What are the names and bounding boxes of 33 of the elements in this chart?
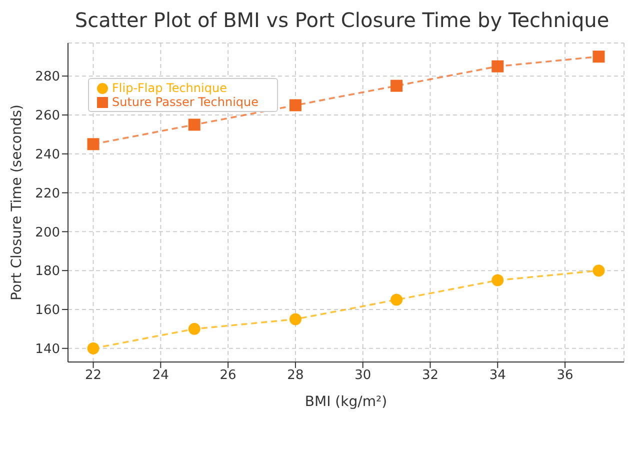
y-tick-label: 280 — [35, 70, 60, 85]
y-tick-label: 260 — [35, 108, 60, 124]
point — [188, 322, 200, 335]
point — [592, 264, 605, 277]
point — [492, 274, 504, 286]
point — [87, 342, 100, 354]
y-tick-label: 240 — [35, 147, 60, 162]
x-tick-label: 28 — [287, 368, 304, 384]
chart-title: Scatter Plot of BMI vs Port Closure Time by Technique — [74, 8, 610, 34]
y-axis-title: Port Closure Time (seconds) — [8, 104, 25, 300]
y-tick-label: 180 — [35, 264, 60, 280]
x-tick-label: 32 — [422, 368, 439, 384]
y-tick-label: 160 — [35, 303, 60, 318]
point — [289, 99, 302, 112]
point — [188, 118, 200, 131]
point — [492, 60, 504, 72]
x-tick-label: 34 — [489, 368, 506, 384]
y-tick-label: 200 — [35, 225, 60, 240]
point — [289, 313, 302, 326]
y-tick-label: 220 — [35, 186, 60, 202]
y-tick-label: 140 — [35, 342, 60, 357]
point — [390, 80, 403, 92]
legend-label: Flip-Flap Technique — [112, 81, 227, 95]
x-tick-label: 22 — [85, 368, 102, 384]
point — [390, 294, 403, 306]
x-tick-label: 24 — [152, 368, 169, 384]
x-tick-label: 36 — [556, 368, 574, 384]
x-tick-label: 26 — [220, 368, 236, 384]
point — [87, 138, 100, 150]
x-axis-title: BMI (kg/m²) — [304, 394, 388, 410]
legend-label: Suture Passer Technique — [112, 95, 259, 109]
point — [592, 50, 605, 63]
x-tick-label: 30 — [354, 368, 372, 384]
